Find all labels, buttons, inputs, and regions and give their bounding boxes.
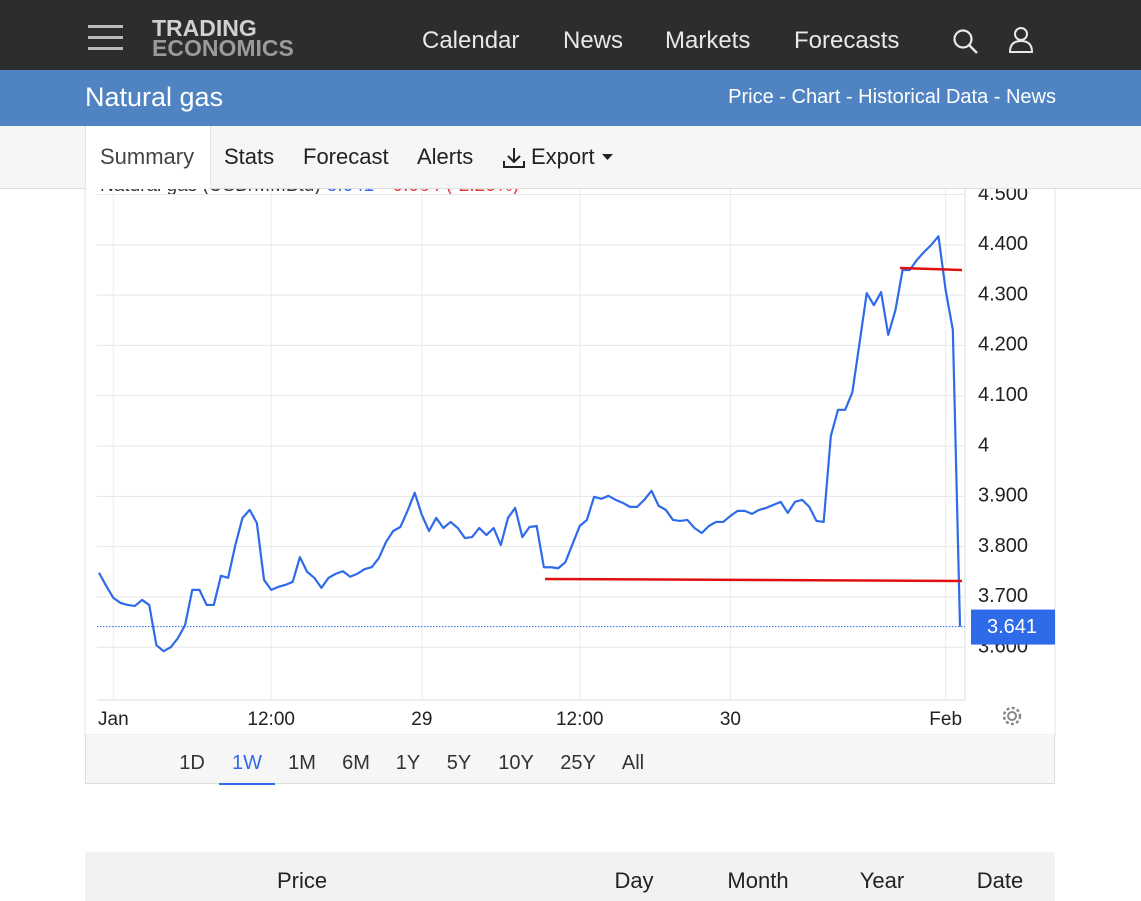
range-bar: 1D 1W 1M 6M 1Y 5Y 10Y 25Y All <box>85 735 1055 785</box>
x-tick-label: 12:00 <box>247 709 295 730</box>
tab-bar: Summary Stats Forecast Alerts Export <box>0 126 1141 189</box>
column-header: Price <box>276 868 328 893</box>
drawn-trendline <box>544 577 963 583</box>
table-header: Price Day Month Year Date <box>85 852 1055 901</box>
nav-link[interactable]: Forecasts <box>794 27 900 54</box>
logo-line: TRADING <box>152 15 257 41</box>
y-tick-label: 3.800 <box>978 535 1028 557</box>
x-tick-label: 12:00 <box>556 709 604 730</box>
active-tab-bg <box>85 126 211 189</box>
logo-line: ECONOMICS <box>152 35 294 61</box>
range-button[interactable]: 6M <box>342 752 370 774</box>
tab[interactable]: Export <box>531 144 595 169</box>
y-tick-label: 3.700 <box>978 585 1028 607</box>
y-tick-label: 3.900 <box>978 485 1028 507</box>
tab[interactable]: Summary <box>100 144 195 169</box>
title-bar: Natural gas Price - Chart - Historical D… <box>0 70 1141 126</box>
y-tick-label: 4 <box>978 434 989 456</box>
tab[interactable]: Forecast <box>303 144 389 169</box>
range-button[interactable]: 10Y <box>498 752 534 774</box>
page-title: Natural gas <box>85 82 224 112</box>
range-button[interactable]: 1D <box>179 752 205 774</box>
range-button[interactable]: 5Y <box>446 752 472 774</box>
column-header: Month <box>727 868 789 893</box>
range-button[interactable]: 1Y <box>395 752 421 774</box>
x-tick-label: 29 <box>411 709 432 730</box>
top-nav: TRADING ECONOMICS Calendar News Markets … <box>0 0 1141 70</box>
column-header: Day <box>614 868 654 893</box>
y-tick-label: 4.200 <box>978 334 1028 356</box>
y-tick-label: 4.100 <box>978 384 1028 406</box>
x-tick-label: 30 <box>720 709 741 730</box>
section-links[interactable]: Price - Chart - Historical Data - News <box>728 86 1056 108</box>
y-tick-label: 4.300 <box>978 283 1028 305</box>
settings-icon[interactable] <box>1002 706 1022 726</box>
download-icon <box>503 148 525 168</box>
x-tick-label: Feb <box>929 709 962 730</box>
range-button[interactable]: 1W <box>219 752 275 785</box>
x-tick-label: Jan <box>98 709 129 730</box>
plot-area: 4.5004.4004.3004.2004.10043.9003.8003.70… <box>97 183 1055 730</box>
user-icon[interactable] <box>1008 26 1034 54</box>
nav-link[interactable]: Markets <box>665 27 751 54</box>
tab[interactable]: Stats <box>224 144 275 169</box>
menu-icon[interactable] <box>88 24 124 52</box>
search-icon[interactable] <box>952 28 980 56</box>
column-header: Year <box>859 868 905 893</box>
tab[interactable]: Alerts <box>417 144 474 169</box>
y-tick-label: 4.400 <box>978 233 1028 255</box>
range-button[interactable]: 1M <box>288 752 316 774</box>
drawn-trendline <box>899 266 963 272</box>
range-button[interactable]: All <box>621 752 645 774</box>
logo[interactable]: TRADING ECONOMICS <box>152 15 294 61</box>
range-button[interactable]: 25Y <box>560 752 596 774</box>
column-header: Date <box>976 868 1024 893</box>
price-line <box>98 235 962 653</box>
nav-link[interactable]: Calendar <box>422 27 520 54</box>
dropdown-caret <box>602 154 613 160</box>
nav-link[interactable]: News <box>563 27 624 54</box>
last-price-label: 3.641 <box>987 616 1037 638</box>
chart-panel <box>84 125 1056 736</box>
last-price-box <box>971 609 1055 645</box>
